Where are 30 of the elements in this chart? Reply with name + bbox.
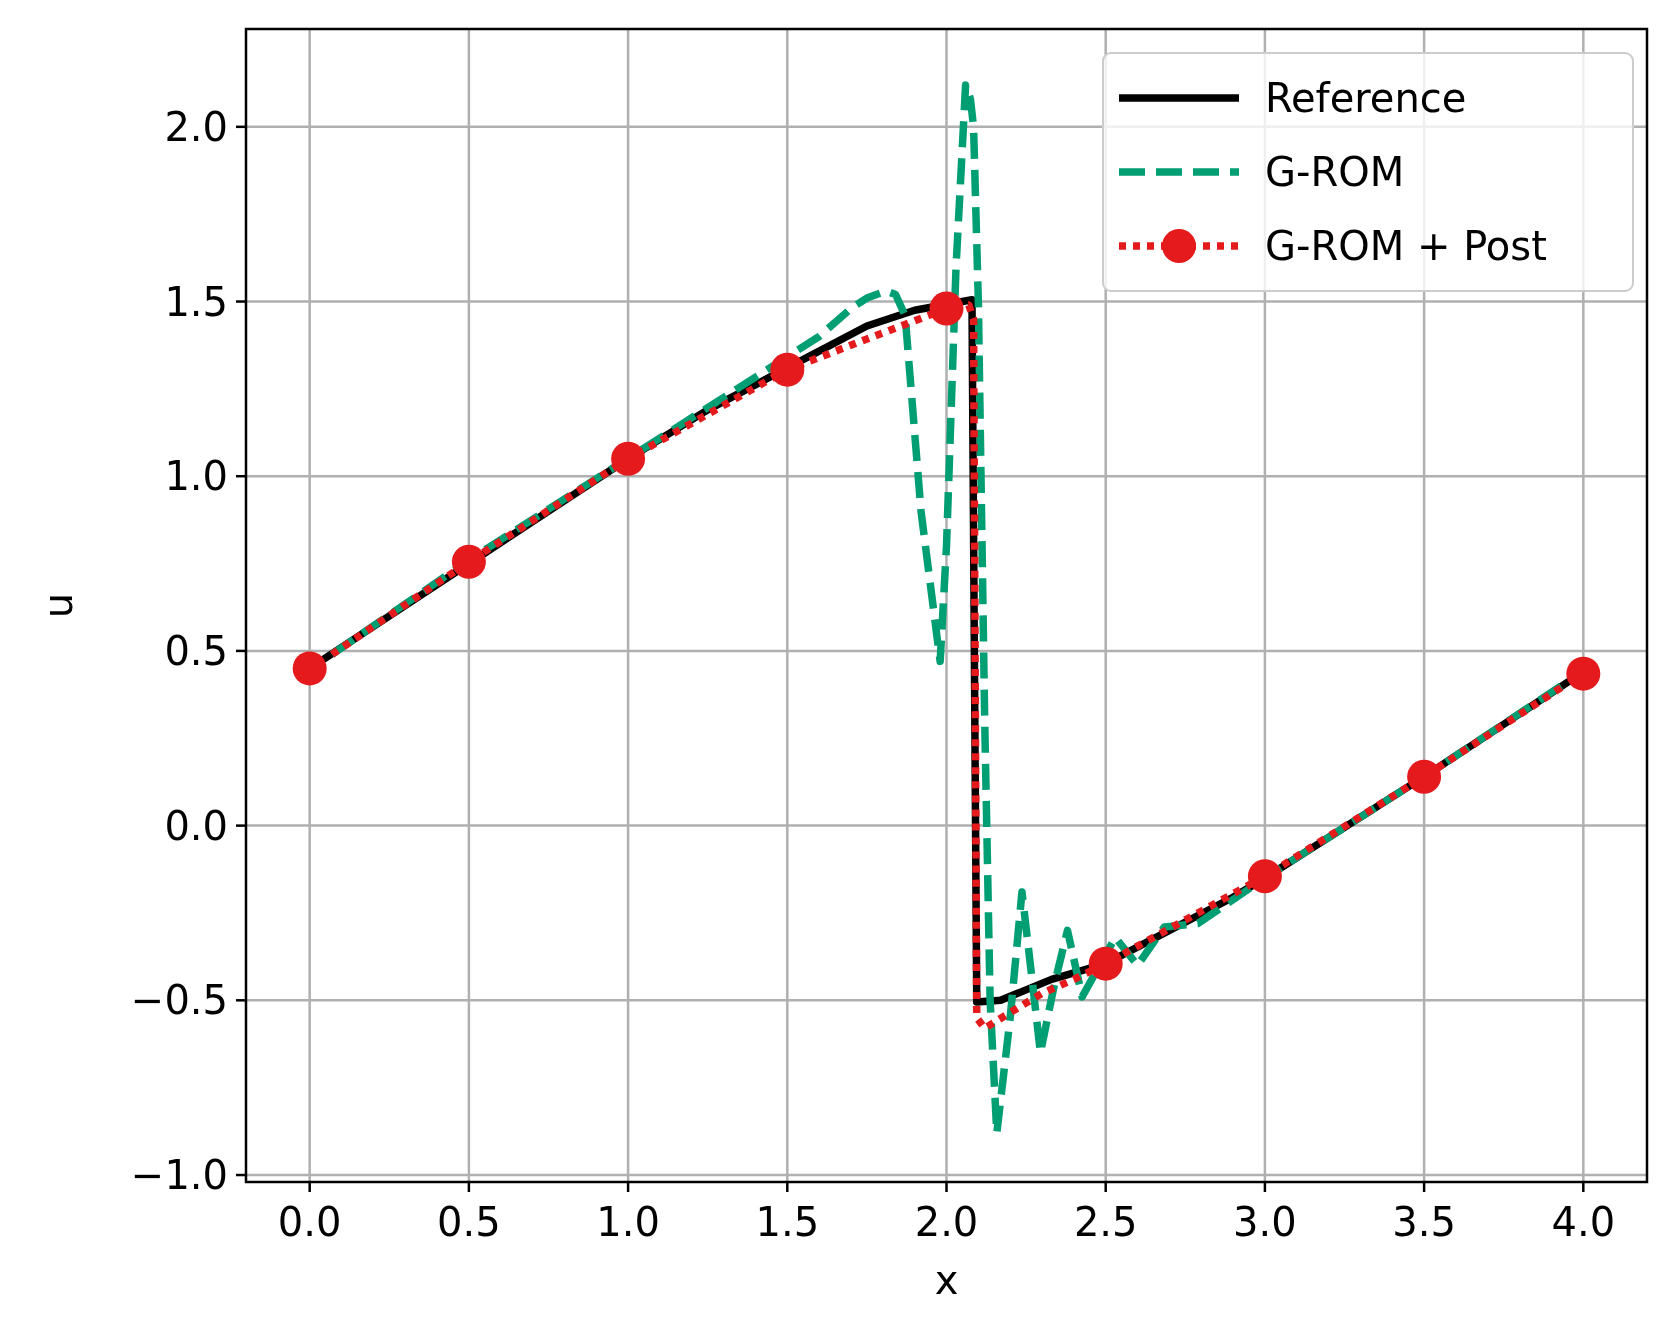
x-tick-label: 3.5 [1392, 1199, 1456, 1245]
x-tick-label: 2.0 [914, 1199, 979, 1245]
legend-label: G-ROM + Post [1265, 223, 1547, 269]
point [611, 441, 646, 476]
point [292, 651, 327, 686]
legend-label: Reference [1265, 75, 1467, 121]
y-tick-label: 0.0 [164, 802, 228, 849]
y-tick-label: −0.5 [130, 977, 228, 1024]
x-tick-label: 2.5 [1073, 1199, 1138, 1245]
y-axis-title: u [35, 592, 81, 619]
x-tick-label: 3.0 [1233, 1199, 1297, 1245]
x-axis-title: x [934, 1257, 959, 1303]
x-tick-label: 1.5 [755, 1199, 820, 1245]
y-tick-label: 0.5 [164, 627, 228, 674]
point [451, 544, 486, 579]
x-tick-label: 1.0 [596, 1199, 660, 1245]
point [1407, 759, 1442, 794]
x-tick-label: 4.0 [1551, 1199, 1616, 1245]
y-tick-label: 1.5 [164, 278, 228, 325]
x-tick-label: 0.5 [437, 1199, 501, 1245]
point [1088, 946, 1123, 981]
point [1247, 859, 1282, 894]
point [770, 352, 805, 387]
y-tick-label: 2.0 [164, 103, 228, 150]
point [929, 291, 964, 326]
y-tick-label: −1.0 [130, 1152, 228, 1199]
y-tick-label: 1.0 [164, 453, 228, 500]
legend-label: G-ROM [1265, 149, 1405, 195]
x-tick-label: 0.0 [277, 1199, 342, 1245]
point [1566, 656, 1601, 691]
